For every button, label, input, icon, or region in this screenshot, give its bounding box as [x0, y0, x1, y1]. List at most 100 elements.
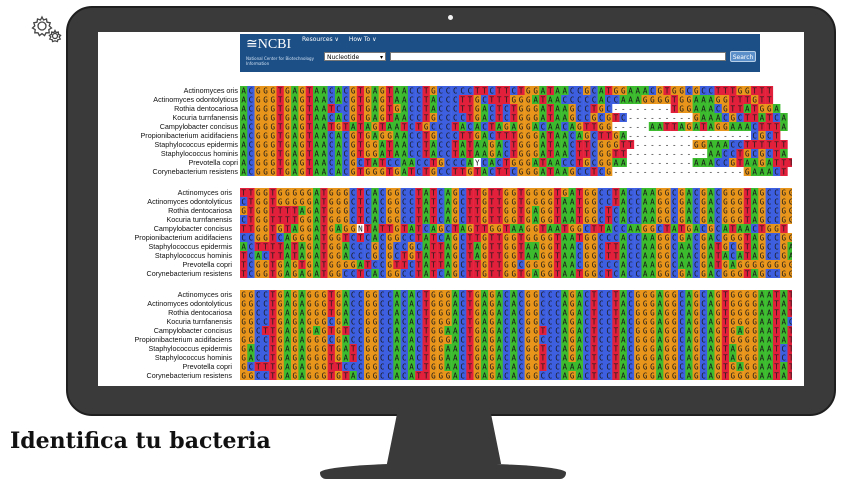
- base-cell: [393, 188, 401, 197]
- base-cell: [320, 197, 328, 206]
- base-cell: [656, 197, 664, 206]
- base-letter: T: [468, 269, 473, 278]
- base-letter: T: [468, 371, 473, 380]
- base-cell: [670, 317, 679, 326]
- base-cell: [765, 113, 774, 122]
- base-letter: -: [657, 113, 662, 122]
- base-cell: [429, 215, 438, 224]
- base-cell: [371, 215, 379, 224]
- base-cell: [437, 308, 445, 317]
- base-cell: [663, 113, 671, 122]
- page-title: Identifica tu bacteria: [10, 428, 271, 454]
- base-cell: [422, 242, 430, 251]
- base-letter: T: [380, 122, 385, 131]
- base-letter: G: [745, 260, 750, 269]
- base-letter: G: [504, 188, 509, 197]
- base-letter: C: [774, 188, 779, 197]
- base-letter: C: [380, 206, 385, 215]
- base-letter: G: [563, 188, 568, 197]
- base-cell: [473, 317, 482, 326]
- base-cell: [488, 290, 496, 299]
- base-cell: [787, 344, 792, 353]
- base-letter: C: [555, 326, 560, 335]
- base-letter: G: [431, 317, 436, 326]
- base-cell: [561, 362, 569, 371]
- base-letter: G: [314, 371, 319, 380]
- base-cell: [772, 215, 781, 224]
- base-cell: [488, 260, 496, 269]
- base-cell: [699, 308, 708, 317]
- base-letter: T: [577, 197, 582, 206]
- base-cell: [546, 122, 555, 131]
- base-letter: T: [249, 188, 254, 197]
- base-cell: [568, 233, 576, 242]
- base-cell: [678, 131, 686, 140]
- base-cell: [597, 86, 606, 95]
- base-letter: C: [599, 269, 604, 278]
- base-letter: G: [657, 251, 662, 260]
- search-input[interactable]: [390, 52, 726, 61]
- base-letter: C: [365, 188, 370, 197]
- base-letter: A: [628, 224, 633, 233]
- base-letter: G: [300, 149, 305, 158]
- base-letter: T: [468, 140, 473, 149]
- base-letter: T: [358, 140, 363, 149]
- settings-button[interactable]: [30, 14, 64, 44]
- base-cell: [553, 242, 562, 251]
- search-button[interactable]: Search: [730, 51, 756, 62]
- base-cell: [480, 242, 489, 251]
- base-cell: [400, 113, 409, 122]
- base-cell: [685, 269, 693, 278]
- base-cell: [291, 317, 299, 326]
- base-letter: T: [475, 167, 480, 176]
- base-letter: G: [351, 140, 356, 149]
- base-letter: C: [519, 362, 524, 371]
- base-letter: C: [679, 353, 684, 362]
- base-cell: [787, 290, 792, 299]
- base-letter: G: [431, 299, 436, 308]
- base-letter: A: [373, 233, 378, 242]
- base-letter: C: [504, 113, 509, 122]
- base-letter: G: [533, 167, 538, 176]
- base-cell: [276, 251, 284, 260]
- database-select[interactable]: Nucleotide ▾: [324, 52, 386, 61]
- base-letter: T: [606, 131, 611, 140]
- sequence-label: Prevotella copri: [188, 158, 238, 167]
- base-letter: G: [329, 251, 334, 260]
- base-letter: G: [694, 353, 699, 362]
- base-letter: A: [709, 95, 714, 104]
- base-cell: [663, 344, 671, 353]
- base-cell: [269, 242, 277, 251]
- base-letter: A: [687, 188, 692, 197]
- ncbi-logo[interactable]: ≅NCBI: [246, 37, 292, 52]
- base-letter: A: [395, 362, 400, 371]
- base-letter: C: [446, 158, 451, 167]
- base-cell: [729, 242, 737, 251]
- menu-resources[interactable]: Resources ∨: [302, 36, 339, 43]
- base-letter: A: [563, 197, 568, 206]
- base-letter: G: [760, 158, 765, 167]
- base-letter: T: [774, 122, 779, 131]
- base-cell: [305, 344, 314, 353]
- base-letter: C: [636, 188, 641, 197]
- base-cell: [692, 206, 701, 215]
- base-letter: A: [314, 269, 319, 278]
- base-letter: G: [782, 206, 787, 215]
- base-cell: [313, 299, 321, 308]
- base-letter: A: [650, 122, 655, 131]
- base-cell: [678, 95, 686, 104]
- base-cell: [634, 335, 642, 344]
- base-cell: [305, 335, 314, 344]
- base-cell: [305, 242, 314, 251]
- base-letter: G: [723, 122, 728, 131]
- base-letter: G: [723, 215, 728, 224]
- base-cell: [407, 269, 416, 278]
- base-cell: [729, 224, 737, 233]
- base-cell: [378, 269, 387, 278]
- base-cell: [356, 299, 365, 308]
- base-letter: G: [365, 326, 370, 335]
- menu-how-to[interactable]: How To ∨: [348, 36, 377, 43]
- base-cell: [546, 188, 555, 197]
- base-letter: -: [650, 158, 655, 167]
- base-letter: G: [657, 188, 662, 197]
